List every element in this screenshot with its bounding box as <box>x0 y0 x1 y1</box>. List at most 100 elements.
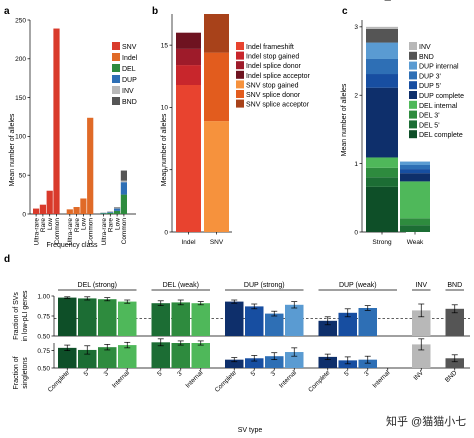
panel-c-bar-strong-segment <box>366 58 398 75</box>
panel-c-letter: c <box>342 6 348 17</box>
panel-d-top-ylabel-line1: Fraction of SVs <box>13 292 20 340</box>
panel-c-legend-label: BND <box>419 54 434 61</box>
panel-a-legend-label: SNV <box>122 44 137 51</box>
panel-c-legend-swatch <box>409 61 417 70</box>
panel-a-ylabel: Mean number of alleles <box>9 113 16 186</box>
panel-b-bar-indel-segment <box>176 48 201 66</box>
panel-c-ytick-label: 0 <box>354 229 358 236</box>
panel-d-top-bar <box>285 304 304 336</box>
panel-b-ytick-label: 10 <box>161 105 169 112</box>
panel-a-legend-label: BND <box>122 99 137 106</box>
panel-a-legend-label: DUP <box>122 77 137 84</box>
panel-d-bottom-bar <box>285 352 304 368</box>
panel-b-xtick-label: Indel <box>181 239 196 246</box>
panel-a-legend-label: Indel <box>122 55 138 62</box>
panel-b-legend-swatch <box>236 51 244 60</box>
panel-b-bar-indel-segment <box>176 65 201 86</box>
panel-d-xtick-label: 5' <box>250 369 258 377</box>
panel-c-legend-label: DEL internal <box>419 103 458 110</box>
panel-b-ytick-label: 15 <box>161 42 169 49</box>
panel-c-legend-label: DEL complete <box>419 132 463 139</box>
panel-c-bar-strong-segment <box>366 167 398 178</box>
panel-d-group-label: INV <box>415 282 427 289</box>
panel-b-legend-label: Indel splice acceptor <box>246 73 310 80</box>
panel-c-bar-strong-segment <box>366 87 398 158</box>
panel-c-bar-weak-segment <box>400 161 430 165</box>
panel-d-group-label: DUP (strong) <box>244 282 285 289</box>
panel-a-legend-label: INV <box>122 88 134 95</box>
panel-d-bottom-bar <box>78 349 97 368</box>
panel-d-bottom-bar <box>171 343 190 368</box>
panel-a-bar-dup-common <box>120 182 127 195</box>
panel-d-top-bar <box>245 306 264 336</box>
panel-d-xtick-label: 5' <box>156 369 164 377</box>
panel-c-legend-swatch <box>409 71 417 80</box>
panel-d-top-bar <box>191 303 210 336</box>
panel-a-xtick-label: Ultra-rare <box>33 218 40 246</box>
panel-a-xlabel: Frequency class <box>47 242 98 249</box>
panel-a-ytick-label: 100 <box>15 134 26 141</box>
panel-a-bar-indel-ultra-rare <box>66 209 73 214</box>
panel-a-bar-bnd-low <box>114 207 121 209</box>
panel-c-legend-swatch <box>409 100 417 109</box>
panel-b-ytick-label: 5 <box>164 167 168 174</box>
panel-d-top-bar <box>445 308 464 336</box>
panel-d-xtick-label: Internal <box>111 369 131 389</box>
panel-c-legend-swatch <box>409 51 417 60</box>
panel-d-top-ytick-label: 0.75 <box>37 313 50 320</box>
panel-a-legend-swatch <box>112 86 120 94</box>
panel-d-xtick-label: 3' <box>363 369 371 377</box>
panel-c-bar-weak-segment <box>400 164 430 170</box>
panel-a-bar-bnd-common <box>120 170 127 181</box>
panel-d-top-bar <box>318 320 337 336</box>
panel-b-legend-swatch <box>236 80 244 89</box>
panel-d-bottom-ytick-label: 0.75 <box>37 348 50 355</box>
panel-d-bottom-bar <box>151 342 170 368</box>
panel-d-bottom-bar <box>225 359 244 368</box>
panel-c-ytick-label: 3 <box>354 24 358 31</box>
panel-c-ylabel: Mean number of alleles <box>341 83 348 156</box>
panel-c-xtick-label: Weak <box>407 239 424 246</box>
panel-d-top-ylabel-line2: in low-pLI genes <box>22 290 29 341</box>
panel-c-legend-swatch <box>409 120 417 129</box>
panel-b-bar-snv-segment <box>204 121 229 232</box>
panel-b-letter: b <box>152 6 158 17</box>
panel-d-top-ytick-label: 0.50 <box>37 333 50 340</box>
panel-c-ytick-label: 1 <box>354 161 358 168</box>
panel-d-top-ytick-label: 1.00 <box>37 293 50 300</box>
panel-a-ytick-label: 50 <box>19 173 27 180</box>
panel-a-bar-snv-common <box>53 28 60 215</box>
panel-d-xtick-label: Complete <box>214 369 239 394</box>
panel-d-bottom-bar <box>191 343 210 368</box>
panel-d-xtick-label: BND <box>444 369 459 384</box>
panel-c-bar-weak-segment <box>400 169 430 174</box>
panel-b-legend-label: Indel frameshift <box>246 44 294 51</box>
panel-d-bottom-bar <box>358 359 377 368</box>
panel-a-legend-swatch <box>112 64 120 72</box>
panel-b-legend-swatch <box>236 61 244 70</box>
panel-a-xtick-label: Rare <box>40 218 47 232</box>
panel-d-top-bar <box>225 301 244 336</box>
panel-a-legend-swatch <box>112 97 120 105</box>
panel-b-legend-label: SNV stop gained <box>246 82 299 89</box>
panel-a-legend-swatch <box>112 53 120 61</box>
panel-b-bar-snv-segment <box>204 52 229 122</box>
panel-a-bar-snv-low <box>46 190 53 214</box>
panel-c-bar-strong-segment <box>366 28 398 43</box>
panel-b-bar-indel-segment <box>176 85 201 233</box>
panel-c-bar-strong-segment <box>366 42 398 59</box>
panel-d-xtick-label: 5' <box>343 369 351 377</box>
panel-d-xtick-label: Internal <box>371 369 391 389</box>
panel-b-ytick-label: 0 <box>164 229 168 236</box>
panel-a-xtick-label: Common <box>121 218 128 245</box>
panel-d-bottom-bar <box>245 358 264 368</box>
watermark-text: 知乎 @猫猫小七 <box>386 414 466 428</box>
panel-d-xtick-label: 5' <box>83 369 91 377</box>
panel-b-legend-label: SNV splice donor <box>246 92 301 99</box>
panel-d-top-bar <box>118 301 137 336</box>
panel-d-top-bar <box>412 310 431 336</box>
panel-c-legend-label: DEL 3' <box>419 113 440 120</box>
panel-d-xlabel: SV type <box>238 427 263 434</box>
panel-c-bar-strong-segment <box>366 26 398 29</box>
